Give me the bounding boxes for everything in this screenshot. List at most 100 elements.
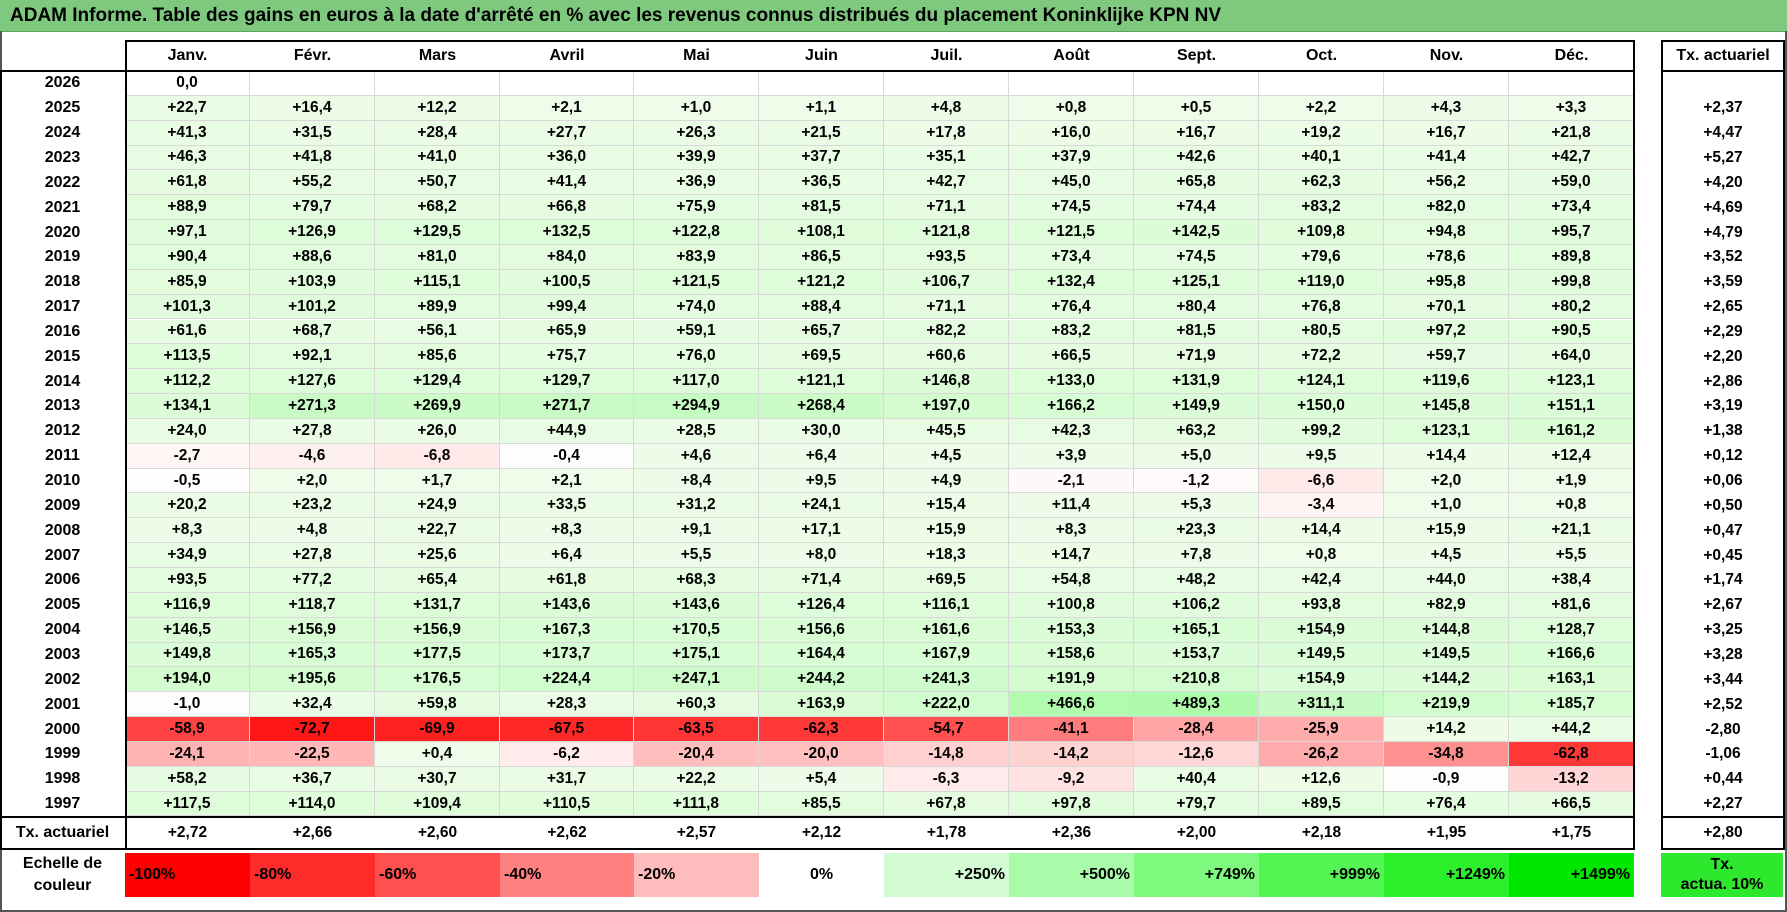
value-cell: +294,9 [634,394,759,419]
year-label: 2011 [45,447,80,465]
value-cell: +76,0 [634,344,759,370]
value-cell: +219,9 [1384,692,1509,718]
value-cell: +55,2 [250,170,375,196]
value-cell: +149,9 [1134,394,1259,419]
value-cell: +144,2 [1384,667,1509,693]
value-cell: +37,7 [759,145,884,171]
value-cell: +28,3 [500,692,634,718]
value-cell: +9,1 [634,518,759,544]
value-cell: +16,0 [1009,120,1134,146]
value-cell: -72,7 [250,717,375,742]
value-cell: +32,4 [250,692,375,718]
value-cell: +99,4 [500,294,634,320]
value-cell: +133,0 [1009,369,1134,395]
rate-cell: +0,47 [1703,521,1743,539]
month-header: Nov. [1429,46,1464,64]
year-label: 2020 [44,223,81,241]
rate-cell: +2,86 [1703,372,1743,390]
value-cell: -67,5 [500,717,634,742]
year-label: 2026 [44,74,81,92]
value-cell: +25,6 [375,543,500,568]
total-rate-cell: +1,95 [1426,823,1467,841]
value-cell: +269,9 [375,394,500,419]
legend-swatch: +999% [1259,853,1384,897]
value-cell: +106,2 [1134,592,1259,618]
value-cell: +72,2 [1259,344,1384,370]
value-cell: +21,5 [759,120,884,146]
value-cell: +146,8 [884,369,1009,395]
value-cell: +65,9 [500,319,634,345]
value-cell [1509,71,1634,96]
value-cell: +4,6 [634,443,759,469]
legend-label-line1: Echelle de [22,855,103,872]
month-header: Août [1053,46,1090,64]
legend-label: Echelle de couleur [0,850,125,900]
value-cell: +1,1 [759,95,884,121]
value-cell: -0,4 [500,443,634,469]
value-cell: +121,5 [634,269,759,295]
year-label: 2018 [44,273,81,291]
value-cell: +61,8 [500,568,634,593]
legend-swatch: -20% [634,853,759,897]
value-cell: +121,8 [884,220,1009,245]
value-cell: -0,5 [125,468,250,494]
value-cell: +74,5 [1009,195,1134,221]
value-cell: +27,8 [250,418,375,444]
value-cell: +64,0 [1509,344,1634,370]
value-cell: +59,8 [375,692,500,718]
value-cell: +100,5 [500,269,634,295]
value-cell: +97,2 [1384,319,1509,345]
value-cell: +14,2 [1384,717,1509,742]
legend-label-line2: couleur [33,877,92,894]
value-cell: +67,8 [884,791,1009,817]
value-cell [1009,71,1134,96]
value-cell: +2,0 [250,468,375,494]
value-cell: +0,8 [1509,493,1634,519]
value-cell: +149,5 [1384,642,1509,668]
rate-cell: +2,52 [1703,695,1743,713]
tx-legend-line2: actua. 10% [1680,876,1764,893]
value-cell: +27,8 [250,543,375,568]
total-rate-cell: +2,66 [292,823,333,841]
value-cell: +61,6 [125,319,250,345]
value-cell: +84,0 [500,244,634,270]
value-cell: +166,6 [1509,642,1634,668]
value-cell: +3,9 [1009,443,1134,469]
value-cell: +16,7 [1384,120,1509,146]
value-cell: +116,9 [125,592,250,618]
value-cell: +153,3 [1009,617,1134,643]
legend-swatch: 0% [759,853,884,897]
value-cell: +8,3 [125,518,250,544]
value-cell: +111,8 [634,791,759,817]
value-cell: +489,3 [1134,692,1259,718]
value-cell: +4,8 [250,518,375,544]
year-label: 2022 [44,173,81,191]
value-cell: +122,8 [634,220,759,245]
value-cell: +41,0 [375,145,500,171]
value-cell: +76,4 [1009,294,1134,320]
rate-cell: +0,44 [1703,770,1743,788]
value-cell: +79,6 [1259,244,1384,270]
value-cell: -1,0 [125,692,250,718]
year-label: 2013 [44,397,81,415]
value-cell: +149,8 [125,642,250,668]
value-cell: +17,8 [884,120,1009,146]
value-cell: +81,5 [1134,319,1259,345]
value-cell: +24,9 [375,493,500,519]
value-cell: +177,5 [375,642,500,668]
value-cell [634,71,759,96]
value-cell: +24,0 [125,418,250,444]
rate-cell: +1,38 [1703,422,1743,440]
value-cell: +129,4 [375,369,500,395]
value-cell: +93,8 [1259,592,1384,618]
value-cell: -6,2 [500,741,634,767]
value-cell: +62,3 [1259,170,1384,196]
total-row-divider [0,815,1635,818]
value-cell: -63,5 [634,717,759,742]
rate-cell: -2,80 [1705,720,1741,738]
value-cell: -0,9 [1384,766,1509,792]
value-cell: +23,3 [1134,518,1259,544]
value-cell: +82,2 [884,319,1009,345]
value-cell: +121,1 [759,369,884,395]
year-label: 2017 [44,298,81,316]
